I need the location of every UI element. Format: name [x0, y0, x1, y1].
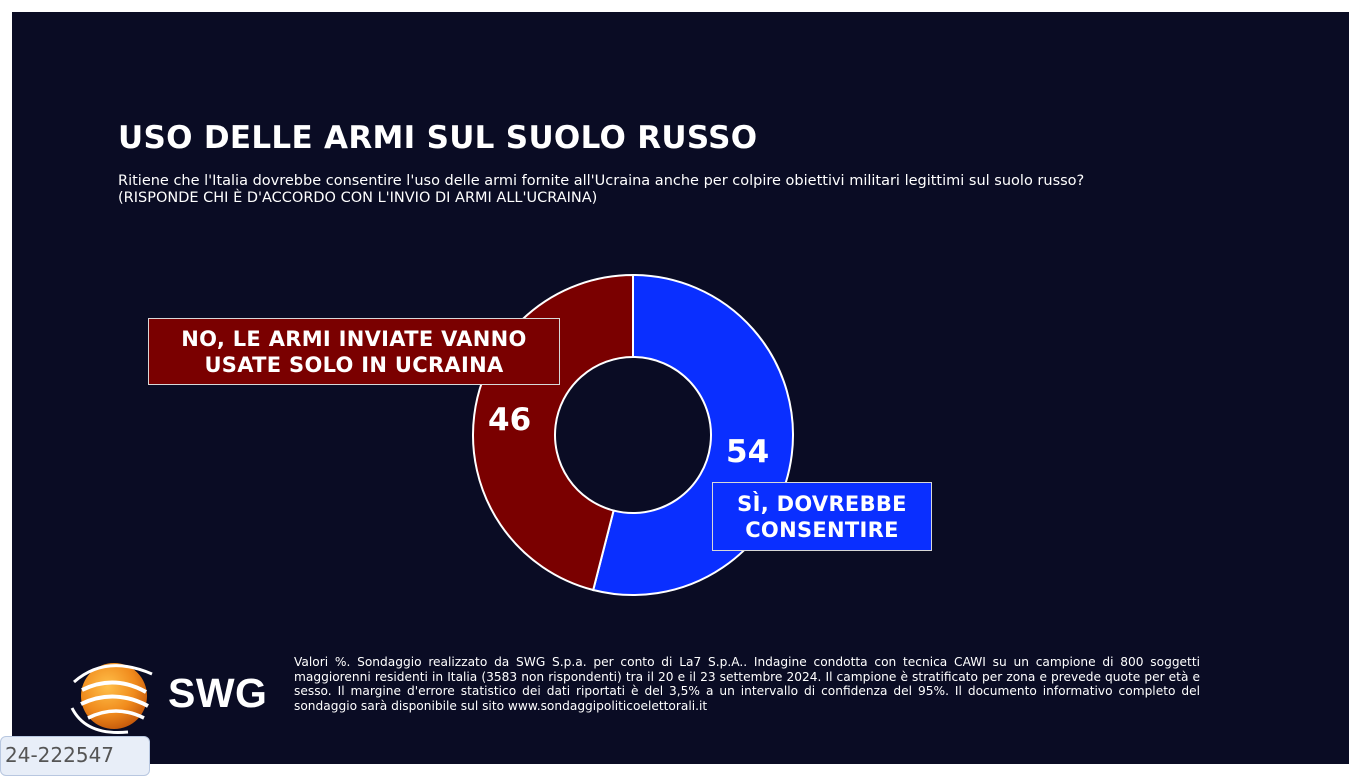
- page-tab-badge[interactable]: 24-222547: [0, 736, 150, 776]
- slice-value-no: 46: [488, 402, 532, 438]
- methodology-footnote: Valori %. Sondaggio realizzato da SWG S.…: [294, 655, 1200, 713]
- slice-label-no: NO, LE ARMI INVIATE VANNO USATE SOLO IN …: [148, 318, 560, 385]
- chart-title: USO DELLE ARMI SUL SUOLO RUSSO: [118, 120, 758, 156]
- slice-value-yes: 54: [726, 434, 770, 470]
- chart-panel: [12, 12, 1349, 764]
- slice-label-yes: SÌ, DOVREBBE CONSENTIRE: [712, 482, 932, 551]
- swg-logo-text: SWG: [168, 670, 268, 716]
- swg-globe-logo-icon: [70, 663, 153, 734]
- chart-subtitle: Ritiene che l'Italia dovrebbe consentire…: [118, 173, 1085, 206]
